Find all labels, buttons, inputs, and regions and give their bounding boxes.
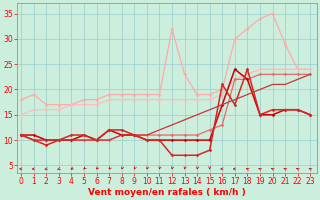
- X-axis label: Vent moyen/en rafales ( km/h ): Vent moyen/en rafales ( km/h ): [88, 188, 246, 197]
